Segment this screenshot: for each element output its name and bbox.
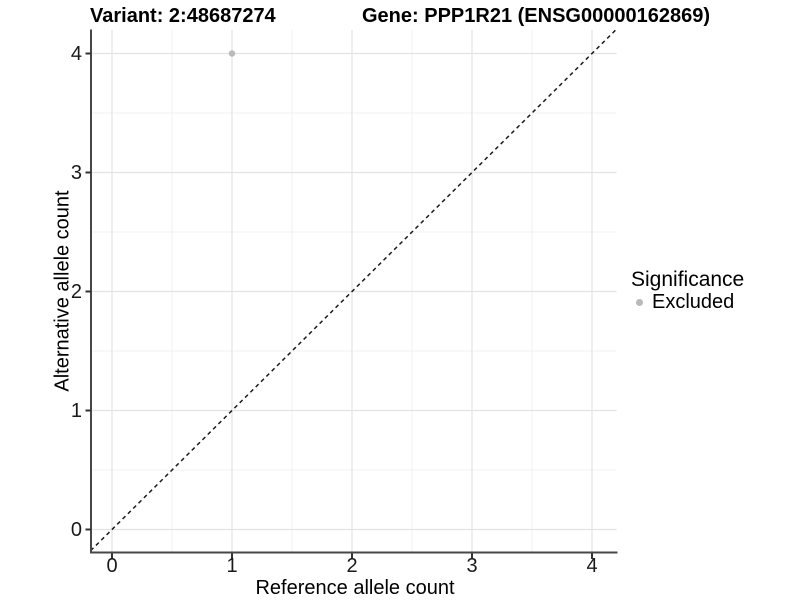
legend-title: Significance [631, 268, 745, 291]
x-tick-label: 3 [466, 555, 478, 577]
data-point [228, 50, 236, 57]
x-tick-label: 2 [346, 555, 358, 577]
x-tick-label: 4 [586, 555, 598, 577]
y-tick-label: 3 [70, 161, 82, 184]
identity-line-group [92, 29, 617, 551]
gene-title: Gene: PPP1R21 (ENSG00000162869) [362, 5, 710, 27]
variant-title: Variant: 2:48687274 [90, 5, 276, 27]
minor-gridlines [92, 30, 617, 553]
axis-lines-and-ticks [85, 29, 618, 559]
legend-item-label: Excluded [652, 290, 735, 313]
identity-line [92, 29, 617, 551]
y-tick-label: 1 [70, 399, 82, 422]
y-tick-label: 0 [70, 518, 82, 541]
data-points [228, 50, 236, 57]
y-tick-label: 4 [70, 42, 82, 65]
y-axis-label: Alternative allele count [51, 190, 74, 392]
legend-items: Excluded [630, 291, 744, 313]
legend-key-dot-icon [636, 298, 643, 306]
x-tick-label: 0 [106, 555, 118, 577]
x-tick-label: 1 [226, 555, 238, 577]
legend: Significance Excluded [630, 269, 744, 313]
legend-item: Excluded [630, 291, 744, 313]
y-tick-label: 2 [70, 280, 82, 303]
major-gridlines [92, 30, 617, 553]
x-axis-label: Reference allele count [255, 577, 455, 599]
